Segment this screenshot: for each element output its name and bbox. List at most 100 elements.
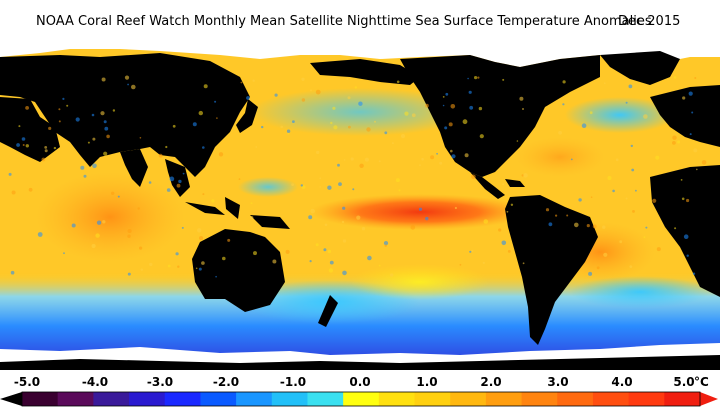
anomaly-speckle — [92, 137, 96, 141]
anomaly-speckle — [333, 125, 338, 130]
anomaly-speckle — [686, 198, 690, 203]
anomaly-speckle — [166, 188, 171, 192]
anomaly-speckle — [464, 153, 469, 158]
anomaly-speckle — [615, 158, 619, 162]
colorbar-swatch — [414, 392, 451, 406]
anomaly-speckle — [342, 206, 346, 210]
anomaly-speckle — [327, 249, 332, 254]
anomaly-speckle — [655, 155, 660, 160]
anomaly-speckle — [332, 106, 336, 110]
anomaly-speckle — [343, 159, 346, 161]
anomaly-speckle — [342, 239, 347, 243]
anomaly-speckle — [439, 161, 443, 165]
colorbar-tick: 2.0 — [480, 375, 502, 389]
south-america — [505, 195, 598, 345]
anomaly-speckle — [199, 236, 204, 241]
anomaly-speckle — [691, 111, 694, 114]
anomaly-speckle — [692, 272, 696, 275]
anomaly-speckle — [398, 189, 401, 192]
anomaly-speckle — [346, 77, 349, 80]
land-masses — [0, 51, 720, 370]
anomaly-speckle — [103, 151, 108, 156]
anomaly-speckle — [400, 134, 406, 139]
anomaly-speckle — [419, 164, 421, 167]
colorbar-border — [21, 391, 701, 407]
anomaly-speckle — [300, 184, 303, 187]
anomaly-speckle — [682, 96, 686, 100]
anomaly-speckle — [167, 264, 171, 268]
anomaly-speckle — [44, 149, 48, 153]
north-america — [400, 55, 600, 177]
anomaly-speckle — [58, 108, 61, 111]
anomaly-speckle — [589, 111, 593, 115]
colorbar-swatch — [378, 392, 416, 406]
anomaly-speckle — [596, 266, 600, 270]
anomaly-speckle — [316, 150, 320, 155]
colorbar-unit: °C — [694, 375, 709, 389]
anomaly-speckle — [498, 228, 502, 232]
anomaly-speckle — [619, 240, 623, 244]
anomaly-speckle — [140, 268, 143, 271]
anomaly-speckle — [315, 243, 319, 247]
anomaly-speckle — [672, 141, 676, 145]
anomaly-speckle — [477, 76, 480, 79]
anomaly-speckle — [227, 238, 231, 242]
anomaly-speckle — [425, 103, 429, 108]
anomaly-speckle — [195, 267, 198, 270]
anomaly-speckle — [586, 224, 590, 228]
anomaly-speckle — [672, 135, 677, 140]
anomaly-speckle — [348, 125, 351, 129]
map-date: Dec 2015 — [618, 14, 681, 29]
anomaly-speckle — [44, 146, 48, 149]
new-guinea — [250, 215, 290, 229]
anomaly-speckle — [75, 117, 80, 122]
anomaly-speckle — [301, 98, 306, 102]
anomaly-speckle — [328, 268, 334, 273]
anomaly-speckle — [66, 104, 69, 107]
anomaly-speckle — [330, 121, 333, 125]
anomaly-speckle — [165, 145, 168, 149]
india — [120, 149, 148, 187]
anomaly-speckle — [127, 229, 132, 233]
south-pacific-yellow-region — [350, 264, 490, 300]
colorbar-tick: -2.0 — [212, 375, 240, 389]
anomaly-speckle — [127, 272, 131, 276]
anomaly-speckle — [471, 249, 474, 253]
anomaly-speckle — [607, 175, 612, 181]
anomaly-speckle — [643, 114, 648, 119]
colorbar-tick: 0.0 — [349, 375, 371, 389]
north-atlantic-warm-region — [515, 137, 605, 177]
anomaly-speckle — [111, 191, 115, 195]
anomaly-speckle — [58, 120, 61, 123]
anomaly-speckle — [507, 250, 511, 253]
anomaly-speckle — [478, 106, 483, 111]
anomaly-speckle — [202, 146, 205, 149]
anomaly-speckle — [261, 125, 264, 129]
colorbar-swatch — [557, 392, 594, 406]
antarctica-land — [0, 355, 720, 370]
anomaly-speckle — [696, 168, 698, 171]
anomaly-speckle — [25, 144, 29, 148]
anomaly-speckle — [308, 215, 313, 220]
anomaly-speckle — [483, 219, 489, 224]
anomaly-speckle — [411, 113, 416, 118]
anomaly-speckle — [562, 103, 565, 106]
colorbar-swatch — [450, 392, 487, 406]
anomaly-speckle — [287, 133, 290, 135]
anomaly-speckle — [25, 106, 29, 110]
north-atlantic-cool-patch — [565, 97, 675, 133]
colorbar-swatch — [57, 392, 94, 406]
colorbar-tick: -4.0 — [81, 375, 109, 389]
anomaly-speckle — [327, 185, 332, 190]
anomaly-speckle — [127, 234, 131, 238]
anomaly-speckle — [574, 222, 579, 228]
anomaly-speckle — [448, 122, 453, 127]
anomaly-speckle — [286, 129, 291, 133]
colorbar-tick: 1.0 — [416, 375, 438, 389]
anomaly-speckle — [502, 183, 505, 186]
anomaly-speckle — [374, 120, 376, 123]
anomaly-speckle — [506, 210, 509, 213]
anomaly-speckle — [673, 76, 677, 79]
anomaly-speckle — [246, 96, 250, 100]
anomaly-speckle — [169, 176, 175, 182]
